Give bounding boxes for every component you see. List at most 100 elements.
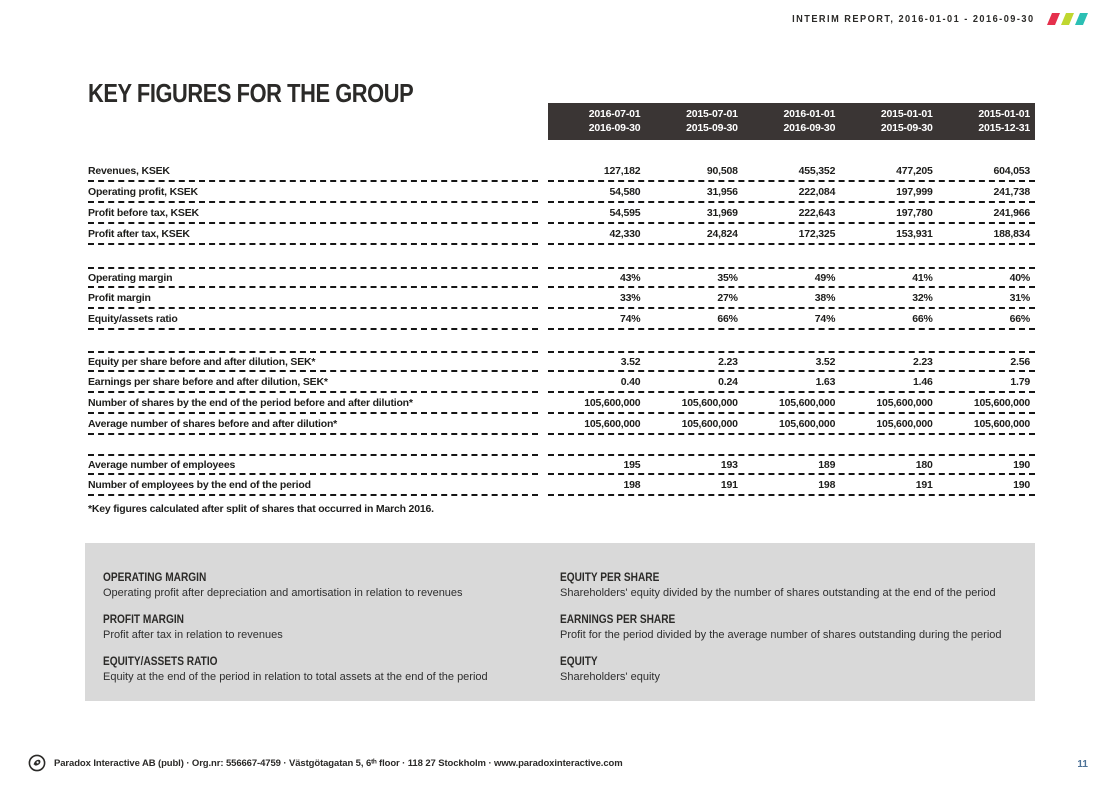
row-values: 54,580 31,956 222,084 197,999 241,738 xyxy=(548,182,1035,203)
row-values: 42,330 24,824 172,325 153,931 188,834 xyxy=(548,224,1035,245)
definition-term: EQUITY PER SHARE xyxy=(560,572,660,584)
row-values: 33% 27% 38% 32% 31% xyxy=(548,288,1035,309)
table-row: Equity per share before and after diluti… xyxy=(88,351,1035,372)
table-header-row: 2016-07-01 2016-09-30 2015-07-01 2015-09… xyxy=(548,103,1035,140)
cell: 153,931 xyxy=(896,227,933,240)
cell: 54,595 xyxy=(609,206,641,219)
definition-term: EARNINGS PER SHARE xyxy=(560,614,676,626)
cell: 189 xyxy=(818,458,836,471)
table-row: Profit after tax, KSEK 42,330 24,824 172… xyxy=(88,224,1035,245)
cell: 1.79 xyxy=(1010,375,1031,388)
cell: 31,969 xyxy=(706,206,738,219)
row-label: Profit before tax, KSEK xyxy=(88,203,538,224)
cell: 197,999 xyxy=(896,185,933,198)
cell: 105,600,000 xyxy=(584,396,641,409)
row-label: Average number of shares before and afte… xyxy=(88,414,538,435)
column-header: 2015-07-01 2015-09-30 xyxy=(645,108,742,140)
cell: 0.24 xyxy=(718,375,738,388)
table-row: Average number of shares before and afte… xyxy=(88,414,1035,435)
table-row: Operating margin 43% 35% 49% 41% 40% xyxy=(88,267,1035,288)
cell: 40% xyxy=(1009,271,1031,284)
brand-slashes-icon xyxy=(1047,13,1088,25)
cell: 54,580 xyxy=(609,185,641,198)
page-title: KEY FIGURES FOR THE GROUP xyxy=(88,78,414,108)
paradox-logo-icon xyxy=(28,754,46,772)
cell: 43% xyxy=(619,271,641,284)
row-label: Operating profit, KSEK xyxy=(88,182,538,203)
cell: 105,600,000 xyxy=(973,417,1031,430)
cell: 41% xyxy=(912,271,933,284)
row-label: Equity per share before and after diluti… xyxy=(88,351,538,372)
cell: 2.23 xyxy=(718,355,738,368)
row-label: Revenues, KSEK xyxy=(88,161,538,182)
cell: 38% xyxy=(814,291,836,304)
cell: 105,600,000 xyxy=(973,396,1031,409)
cell: 42,330 xyxy=(609,227,641,240)
cell: 31% xyxy=(1009,291,1031,304)
definition-entry: EQUITY PER SHARE Shareholders' equity di… xyxy=(560,572,1015,600)
table-row: Equity/assets ratio 74% 66% 74% 66% 66% xyxy=(88,309,1035,330)
cell: 105,600,000 xyxy=(876,417,933,430)
definition-term: PROFIT MARGIN xyxy=(103,614,184,626)
table-row: Operating profit, KSEK 54,580 31,956 222… xyxy=(88,182,1035,203)
cell: 190 xyxy=(1013,478,1031,491)
row-values: 105,600,000 105,600,000 105,600,000 105,… xyxy=(548,414,1035,435)
row-label: Operating margin xyxy=(88,267,538,288)
column-header-line1: 2015-01-01 xyxy=(978,108,1031,120)
table-group-employees: Average number of employees 195 193 189 … xyxy=(88,454,1035,496)
key-figures-table: 2016-07-01 2016-09-30 2015-07-01 2015-09… xyxy=(88,103,1035,515)
definition-term: EQUITY xyxy=(560,656,598,668)
cell: 191 xyxy=(915,478,933,491)
column-header-line2: 2016-09-30 xyxy=(783,121,836,134)
row-label: Profit after tax, KSEK xyxy=(88,224,538,245)
table-row: Profit before tax, KSEK 54,595 31,969 22… xyxy=(88,203,1035,224)
cell: 66% xyxy=(1009,312,1031,325)
table-row: Revenues, KSEK 127,182 90,508 455,352 47… xyxy=(88,161,1035,182)
cell: 74% xyxy=(814,312,836,325)
cell: 241,738 xyxy=(993,185,1031,198)
cell: 190 xyxy=(1013,458,1031,471)
row-label: Equity/assets ratio xyxy=(88,309,538,330)
cell: 198 xyxy=(623,478,641,491)
cell: 31,956 xyxy=(706,185,738,198)
column-header: 2015-01-01 2015-12-31 xyxy=(938,108,1035,140)
table-row: Earnings per share before and after dilu… xyxy=(88,372,1035,393)
cell: 191 xyxy=(720,478,738,491)
table-group-margins: Operating margin 43% 35% 49% 41% 40% Pro… xyxy=(88,267,1035,330)
cell: 1.63 xyxy=(815,375,836,388)
definition-term: OPERATING MARGIN xyxy=(103,572,207,584)
row-label: Number of shares by the end of the perio… xyxy=(88,393,538,414)
cell: 2.56 xyxy=(1010,355,1031,368)
table-group-shares: Equity per share before and after diluti… xyxy=(88,351,1035,435)
row-label: Profit margin xyxy=(88,288,538,309)
cell: 3.52 xyxy=(815,355,836,368)
report-header: INTERIM REPORT, 2016-01-01 - 2016-09-30 xyxy=(771,12,1090,26)
row-label: Average number of employees xyxy=(88,454,538,475)
definition-entry: OPERATING MARGIN Operating profit after … xyxy=(103,572,560,600)
definition-description: Profit after tax in relation to revenues xyxy=(103,629,283,641)
cell: 193 xyxy=(720,458,738,471)
cell: 105,600,000 xyxy=(876,396,933,409)
cell: 241,966 xyxy=(993,206,1031,219)
page-footer: Paradox Interactive AB (publ) · Org.nr: … xyxy=(28,754,623,772)
cell: 33% xyxy=(619,291,641,304)
column-header-line1: 2016-01-01 xyxy=(783,108,836,120)
table-group-results: Revenues, KSEK 127,182 90,508 455,352 47… xyxy=(88,161,1035,245)
column-header: 2016-07-01 2016-09-30 xyxy=(548,108,645,140)
cell: 222,643 xyxy=(798,206,836,219)
column-header-line1: 2015-01-01 xyxy=(880,108,933,120)
cell: 477,205 xyxy=(896,164,933,177)
cell: 604,053 xyxy=(993,164,1031,177)
row-values: 105,600,000 105,600,000 105,600,000 105,… xyxy=(548,393,1035,414)
column-header-line1: 2016-07-01 xyxy=(588,108,641,120)
cell: 105,600,000 xyxy=(681,417,738,430)
cell: 105,600,000 xyxy=(584,417,641,430)
definition-description: Shareholders' equity xyxy=(560,671,660,683)
definition-term: EQUITY/ASSETS RATIO xyxy=(103,656,218,668)
cell: 180 xyxy=(915,458,933,471)
cell: 105,600,000 xyxy=(779,396,836,409)
column-header-line2: 2015-09-30 xyxy=(686,121,738,134)
cell: 0.40 xyxy=(620,375,641,388)
cell: 195 xyxy=(623,458,641,471)
cell: 2.23 xyxy=(912,355,933,368)
